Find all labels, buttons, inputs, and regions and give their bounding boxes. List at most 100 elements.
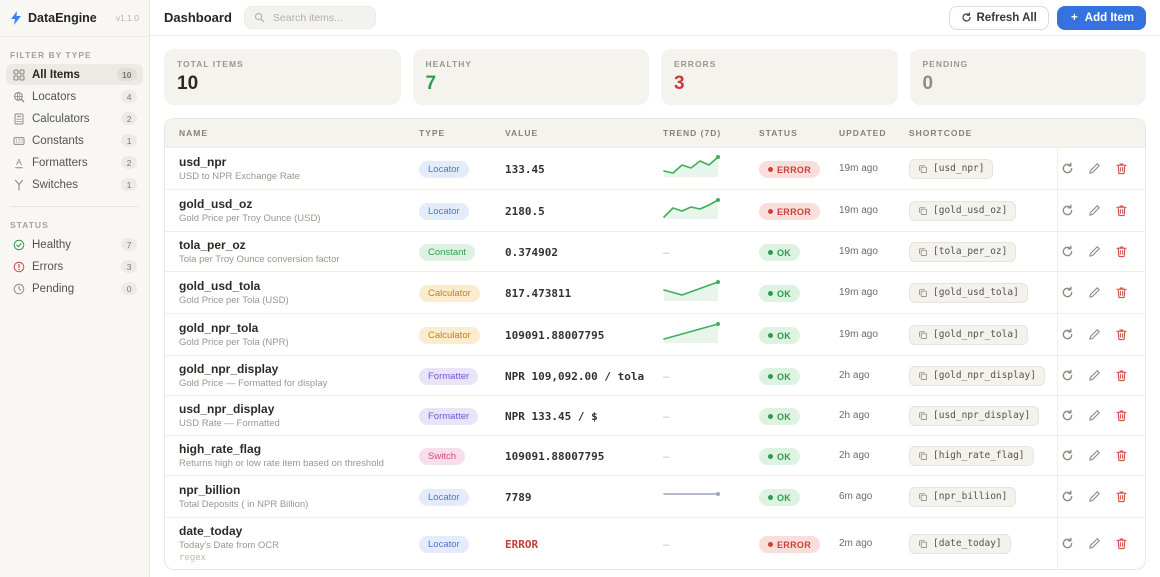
item-name: high_rate_flag [179,442,262,456]
status-badge: OK [759,327,801,344]
sidebar-item-constants[interactable]: 123 Constants 1 [6,130,143,151]
refresh-icon[interactable] [1061,369,1074,382]
edit-icon[interactable] [1088,286,1101,299]
stat-value: 0 [922,73,934,94]
copy-icon [918,206,928,216]
type-cell: Locator [419,153,505,184]
delete-icon[interactable] [1115,328,1128,341]
name-cell: npr_billion Total Deposits ( in NPR Bill… [179,477,419,516]
delete-icon[interactable] [1115,245,1128,258]
stat-card-errors: ERRORS 3 [661,49,898,105]
shortcode-pill[interactable]: [usd_npr_display] [909,405,1040,426]
copy-icon [918,371,928,381]
status-cell: ERROR [759,528,839,559]
type-cell: Locator [419,195,505,226]
table-row: high_rate_flag Returns high or low rate … [165,435,1145,475]
stat-card-pending: PENDING 0 [909,49,1146,105]
shortcode-cell: [high_rate_flag] [909,440,1057,472]
delete-icon[interactable] [1115,490,1128,503]
refresh-icon[interactable] [1061,204,1074,217]
name-cell: gold_usd_oz Gold Price per Troy Ounce (U… [179,191,419,230]
column-header [1057,128,1131,138]
delete-icon[interactable] [1115,537,1128,550]
edit-icon[interactable] [1088,409,1101,422]
type-cell: Formatter [419,400,505,431]
edit-icon[interactable] [1088,449,1101,462]
refresh-all-button[interactable]: Refresh All [948,5,1049,30]
delete-icon[interactable] [1115,449,1128,462]
shortcode-pill[interactable]: [high_rate_flag] [909,445,1034,466]
shortcode-pill[interactable]: [tola_per_oz] [909,241,1017,262]
refresh-icon [961,12,972,23]
refresh-icon[interactable] [1061,162,1074,175]
refresh-icon[interactable] [1061,245,1074,258]
sidebar-item-label: All Items [32,68,80,81]
trend-empty: – [663,410,670,423]
edit-icon[interactable] [1088,245,1101,258]
sidebar-item-formatters[interactable]: A Formatters 2 [6,152,143,173]
sidebar-item-switches[interactable]: Switches 1 [6,174,143,195]
table-row: gold_usd_tola Gold Price per Tola (USD) … [165,271,1145,313]
edit-icon[interactable] [1088,162,1101,175]
search-input[interactable] [270,10,366,25]
refresh-icon[interactable] [1061,449,1074,462]
status-badge: ERROR [759,536,821,553]
value-cell: 817.473811 [505,278,663,308]
shortcode-pill[interactable]: [gold_npr_tola] [909,324,1028,345]
main-area: Dashboard Refresh All + Add Item [150,0,1160,577]
check-circle-icon [12,238,25,251]
type-cell: Switch [419,440,505,471]
count-badge: 2 [121,156,137,169]
sidebar-item-locators[interactable]: Locators 4 [6,86,143,107]
edit-icon[interactable] [1088,204,1101,217]
lightning-bolt-icon [10,11,22,25]
stat-value: 10 [177,73,199,94]
delete-icon[interactable] [1115,286,1128,299]
item-value: NPR 109,092.00 / tola [505,369,645,383]
value-cell: 2180.5 [505,196,663,226]
sidebar-item-errors[interactable]: Errors 3 [6,256,143,277]
shortcode-pill[interactable]: [usd_npr] [909,158,994,179]
type-badge: Calculator [419,285,480,302]
sidebar-section-label: STATUS [10,220,49,230]
delete-icon[interactable] [1115,204,1128,217]
shortcode-pill[interactable]: [npr_billion] [909,486,1017,507]
shortcode-pill[interactable]: [gold_usd_tola] [909,282,1028,303]
item-name: npr_billion [179,483,241,497]
refresh-icon[interactable] [1061,490,1074,503]
edit-icon[interactable] [1088,328,1101,341]
calculator-icon [12,112,25,125]
delete-icon[interactable] [1115,369,1128,382]
edit-icon[interactable] [1088,490,1101,503]
shortcode-pill[interactable]: [date_today] [909,533,1011,554]
value-cell: NPR 133.45 / $ [505,401,663,431]
refresh-icon[interactable] [1061,409,1074,422]
shortcode-pill[interactable]: [gold_usd_oz] [909,200,1017,221]
table-row: usd_npr USD to NPR Exchange Rate Locator… [165,147,1145,189]
refresh-icon[interactable] [1061,328,1074,341]
name-cell: gold_npr_display Gold Price — Formatted … [179,356,419,395]
edit-icon[interactable] [1088,537,1101,550]
search-box[interactable] [243,6,376,29]
delete-icon[interactable] [1115,409,1128,422]
sidebar-item-all-items[interactable]: All Items 10 [6,64,143,85]
add-item-button[interactable]: + Add Item [1056,5,1146,30]
delete-icon[interactable] [1115,162,1128,175]
status-dot-icon [768,495,773,500]
status-dot-icon [768,374,773,379]
copy-icon [918,451,928,461]
trend-cell: – [663,441,759,471]
type-badge: Formatter [419,408,479,425]
sidebar-item-pending[interactable]: Pending 0 [6,278,143,299]
sidebar-item-healthy[interactable]: Healthy 7 [6,234,143,255]
refresh-icon[interactable] [1061,286,1074,299]
item-note: regex [179,553,207,563]
refresh-icon[interactable] [1061,537,1074,550]
value-cell: 133.45 [505,154,663,184]
edit-icon[interactable] [1088,369,1101,382]
trend-empty: – [663,370,670,383]
trend-empty: – [663,246,670,259]
sidebar-item-calculators[interactable]: Calculators 2 [6,108,143,129]
items-table: NAME TYPE VALUE TREND (7D) STATUS UPDATED SHOR… [164,118,1146,570]
shortcode-pill[interactable]: [gold_npr_display] [909,365,1045,386]
